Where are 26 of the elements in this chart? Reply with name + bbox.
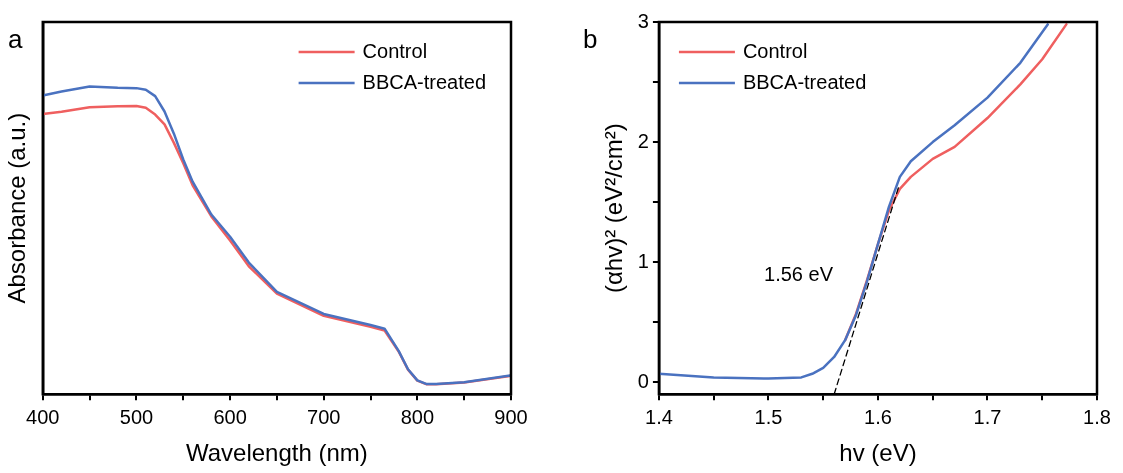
x-tick-label: 800 bbox=[400, 405, 435, 428]
legend-label: BBCA-treated bbox=[362, 70, 486, 93]
annotation: 1.56 eV bbox=[764, 262, 834, 285]
y-tick-label: 1 bbox=[637, 249, 649, 272]
y-tick-label: 0 bbox=[637, 369, 649, 392]
x-tick-label: 1.8 bbox=[1083, 405, 1111, 428]
x-tick-label: 1.6 bbox=[864, 405, 892, 428]
chart-title: b bbox=[583, 24, 598, 55]
x-tick-label: 1.5 bbox=[754, 405, 783, 428]
x-tick-label: 1.4 bbox=[645, 405, 673, 428]
y-tick-label: 3 bbox=[637, 9, 649, 32]
x-tick-label: 1.7 bbox=[973, 405, 1002, 428]
x-tick-label: 500 bbox=[119, 405, 154, 428]
legend-label: BBCA-treated bbox=[742, 70, 867, 93]
y-axis-title: Absorbance (a.u.) bbox=[3, 112, 31, 304]
chart-title: a bbox=[8, 24, 23, 55]
y-axis-title: (αhv)² (eV²/cm²) bbox=[600, 123, 628, 294]
legend-label: Control bbox=[742, 39, 808, 62]
y-tick-label: 2 bbox=[637, 129, 649, 152]
x-tick-label: 700 bbox=[307, 405, 341, 428]
x-tick-label: 900 bbox=[494, 405, 528, 428]
x-tick-label: 400 bbox=[26, 405, 60, 428]
legend-label: Control bbox=[362, 39, 428, 62]
x-tick-label: 600 bbox=[213, 405, 247, 428]
x-axis-title: hv (eV) bbox=[839, 439, 917, 467]
x-axis-title: Wavelength (nm) bbox=[185, 439, 368, 467]
